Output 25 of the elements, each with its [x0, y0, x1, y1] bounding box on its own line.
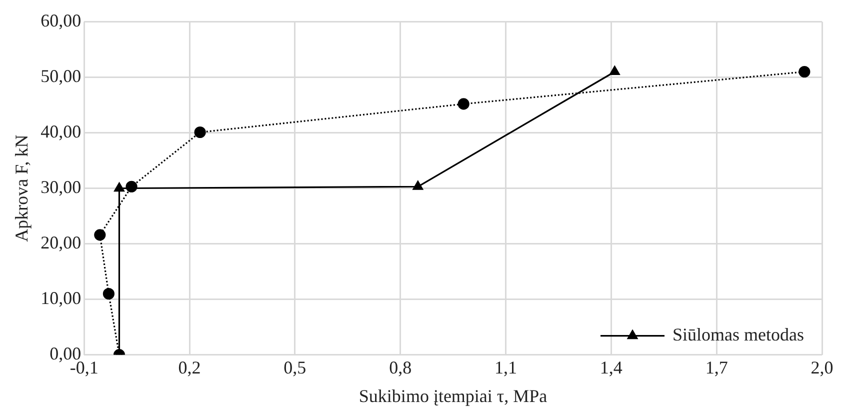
- point: [102, 288, 114, 300]
- x-axis-title: Sukibimo įtempiai τ, MPa: [358, 386, 548, 406]
- y-tick-label: 20,00: [40, 232, 82, 253]
- x-tick-label: 0,2: [178, 357, 201, 378]
- y-tick-label: 40,00: [40, 122, 82, 142]
- point: [458, 98, 470, 110]
- legend-label: Siūlomas metodas: [672, 324, 804, 345]
- x-tick-label: 0,5: [284, 357, 306, 378]
- point: [194, 126, 206, 138]
- point: [114, 182, 124, 192]
- point: [126, 180, 138, 192]
- point: [610, 66, 620, 76]
- point: [798, 66, 810, 78]
- point: [94, 229, 106, 241]
- y-axis-title: Apkrova F, kN: [12, 134, 32, 242]
- x-tick-label: 0,8: [389, 357, 412, 378]
- x-tick-label: 2,0: [810, 357, 834, 378]
- y-tick-label: 30,00: [40, 177, 82, 198]
- x-tick-label: 1,1: [494, 357, 518, 378]
- x-tick-label: 1,4: [600, 357, 622, 378]
- y-tick-label: 60,00: [40, 10, 82, 31]
- x-tick-label: 1,7: [705, 357, 728, 378]
- y-tick-label: 50,00: [40, 66, 82, 86]
- y-tick-label: 10,00: [40, 288, 82, 308]
- point: [412, 180, 424, 190]
